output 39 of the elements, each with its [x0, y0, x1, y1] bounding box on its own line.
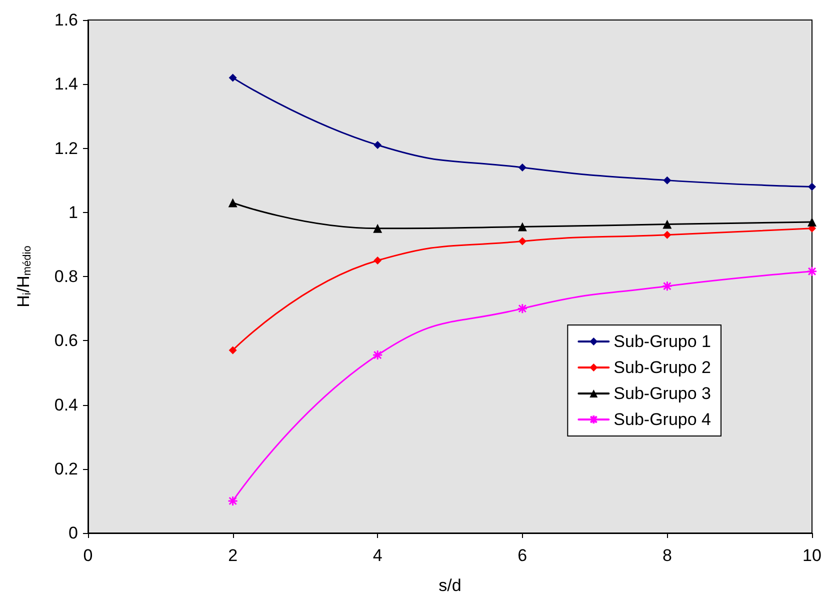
x-tick-label: 4: [372, 546, 382, 565]
y-tick-label: 0.4: [54, 395, 78, 414]
point: [373, 224, 382, 233]
point: [662, 280, 672, 292]
point: [228, 74, 237, 82]
y-tick-label: 0.2: [54, 459, 78, 478]
point: [663, 230, 672, 239]
point: [663, 176, 672, 184]
point: [517, 303, 528, 314]
point: [374, 256, 382, 264]
point: [228, 346, 237, 354]
point: [228, 496, 238, 506]
x-tick-label: 0: [83, 546, 93, 565]
x-tick-label: 10: [802, 546, 822, 565]
y-tick-label: 0.6: [54, 331, 78, 350]
point: [808, 182, 816, 191]
x-axis-title: s/d: [438, 576, 462, 595]
point: [518, 163, 526, 172]
y-tick-label: 0.8: [54, 267, 78, 286]
y-tick-label: 1.4: [54, 74, 78, 94]
legend-label: Sub-Grupo 2: [614, 358, 712, 377]
point: [806, 266, 818, 277]
x-tick-label: 8: [662, 546, 672, 565]
y-tick-label: 0: [68, 524, 78, 542]
point: [662, 220, 672, 229]
legend-label: Sub-Grupo 3: [614, 384, 712, 403]
point: [518, 237, 526, 246]
point: [372, 350, 383, 360]
legend-label: Sub-Grupo 4: [614, 410, 712, 429]
x-tick-label: 6: [518, 546, 528, 565]
point: [228, 198, 238, 208]
y-axis-title: Hi/Hmédio: [14, 246, 34, 308]
y-tick-label: 1: [68, 202, 78, 222]
x-tick-label: 2: [228, 546, 238, 565]
y-tick-label: 1.2: [54, 138, 78, 158]
point: [518, 222, 527, 232]
legend-label: Sub-Grupo 1: [614, 332, 712, 351]
point: [374, 141, 382, 150]
y-tick-label: 1.6: [54, 10, 78, 30]
